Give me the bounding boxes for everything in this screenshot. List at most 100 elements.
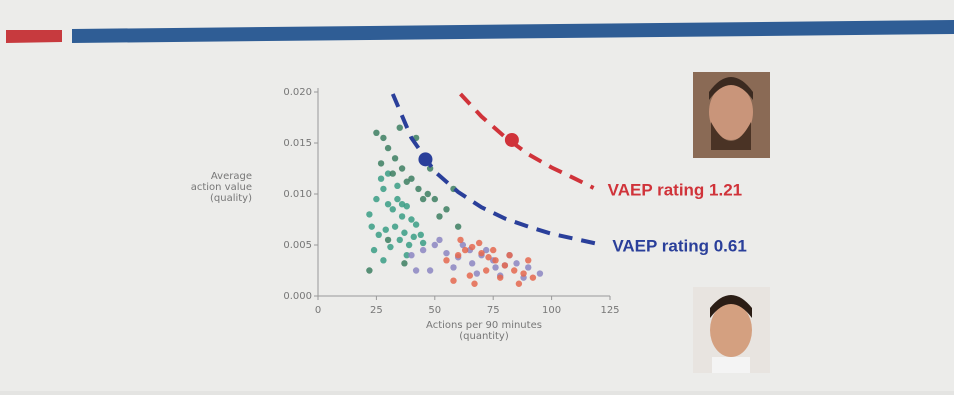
x-tick-label: 125 [600, 305, 619, 316]
scatter-point [443, 257, 449, 263]
scatter-point [455, 252, 461, 258]
scatter-point [394, 196, 400, 202]
scatter-point [385, 145, 391, 151]
scatter-point [401, 260, 407, 266]
scatter-point [520, 270, 526, 276]
x-axis-label: Actions per 90 minutes [426, 320, 542, 331]
scatter-point [378, 160, 384, 166]
scatter-point [467, 272, 473, 278]
scatter-point [432, 242, 438, 248]
scatter-point [497, 274, 503, 280]
x-tick-label: 50 [428, 305, 441, 316]
scatter-point [385, 201, 391, 207]
scatter-point [420, 240, 426, 246]
scatter-point [436, 213, 442, 219]
scatter-point [394, 183, 400, 189]
scatter-point [397, 237, 403, 243]
scatter-point [462, 247, 468, 253]
scatter-point [474, 270, 480, 276]
scatter-point [483, 267, 489, 273]
x-tick-label: 75 [487, 305, 500, 316]
slide: 0.000 0.005 0.010 0.015 0.020 0 25 50 75 100 125 Ac… [0, 0, 954, 391]
scatter-point [537, 270, 543, 276]
scatter-point [478, 250, 484, 256]
y-tick-label: 0.000 [283, 291, 312, 302]
scatter-point [513, 260, 519, 266]
scatter-point [455, 223, 461, 229]
scatter-point [476, 240, 482, 246]
scatter-point [469, 260, 475, 266]
scatter-point [380, 257, 386, 263]
scatter-point [390, 170, 396, 176]
y-axis-label: (quality) [210, 193, 252, 204]
scatter-point [469, 244, 475, 250]
x-tick-label: 25 [370, 305, 383, 316]
page: {"chart_data": { "type": "scatter", "xla… [0, 0, 954, 391]
scatter-point [380, 135, 386, 141]
scatter-point [408, 252, 414, 258]
scatter-point [502, 262, 508, 268]
player-photo-top [693, 72, 770, 158]
scatter-point [415, 186, 421, 192]
x-tick-label: 100 [542, 305, 561, 316]
scatter-point [443, 206, 449, 212]
scatter-point [450, 264, 456, 270]
scatter-point [492, 257, 498, 263]
scatter-point [425, 191, 431, 197]
scatter-point [450, 278, 456, 284]
scatter-point [392, 155, 398, 161]
scatter-point [511, 267, 517, 273]
scatter-point [413, 221, 419, 227]
scatter-point [506, 252, 512, 258]
scatter-point [387, 244, 393, 250]
scatter-point [404, 203, 410, 209]
scatter-point [418, 232, 424, 238]
y-tick-label: 0.015 [283, 138, 312, 149]
scatter-point [420, 196, 426, 202]
y-axis-label: Average [211, 171, 252, 182]
scatter-point [376, 232, 382, 238]
scatter-point [432, 196, 438, 202]
curve-annotation: VAEP rating 1.21 [608, 180, 742, 199]
y-tick-label: 0.005 [283, 240, 312, 251]
scatter-point [366, 267, 372, 273]
x-tick-label: 0 [315, 305, 321, 316]
scatter-point [378, 176, 384, 182]
scatter-point [408, 216, 414, 222]
scatter-point [443, 250, 449, 256]
curve-annotation: VAEP rating 0.61 [612, 236, 746, 255]
scatter-point [392, 223, 398, 229]
scatter-point [404, 179, 410, 185]
scatter-point [436, 237, 442, 243]
scatter-point [371, 247, 377, 253]
scatter-point [380, 186, 386, 192]
scatter-point [401, 230, 407, 236]
x-axis-label: (quantity) [459, 331, 509, 342]
scatter-point [369, 223, 375, 229]
y-tick-label: 0.020 [283, 87, 312, 98]
scatter-point [485, 254, 491, 260]
scatter-point [530, 274, 536, 280]
scatter-point [411, 234, 417, 240]
scatter-point [457, 237, 463, 243]
scatter-point [373, 196, 379, 202]
scatter-point [490, 247, 496, 253]
scatter-point [366, 211, 372, 217]
scatter-point [383, 227, 389, 233]
scatter-point [516, 281, 522, 287]
scatter-point [406, 242, 412, 248]
scatter-point [420, 247, 426, 253]
accent-bar-red [6, 30, 62, 43]
scatter-point [525, 264, 531, 270]
scatter-point [373, 130, 379, 136]
scatter-point [413, 267, 419, 273]
scatter-point [399, 213, 405, 219]
scatter-point [471, 281, 477, 287]
y-axis-label: action value [191, 182, 252, 193]
scatter-point [492, 264, 498, 270]
scatter-point [385, 237, 391, 243]
scatter-point [390, 206, 396, 212]
y-tick-label: 0.010 [283, 189, 312, 200]
player-photo-bottom [693, 287, 770, 373]
scatter-point [397, 125, 403, 131]
